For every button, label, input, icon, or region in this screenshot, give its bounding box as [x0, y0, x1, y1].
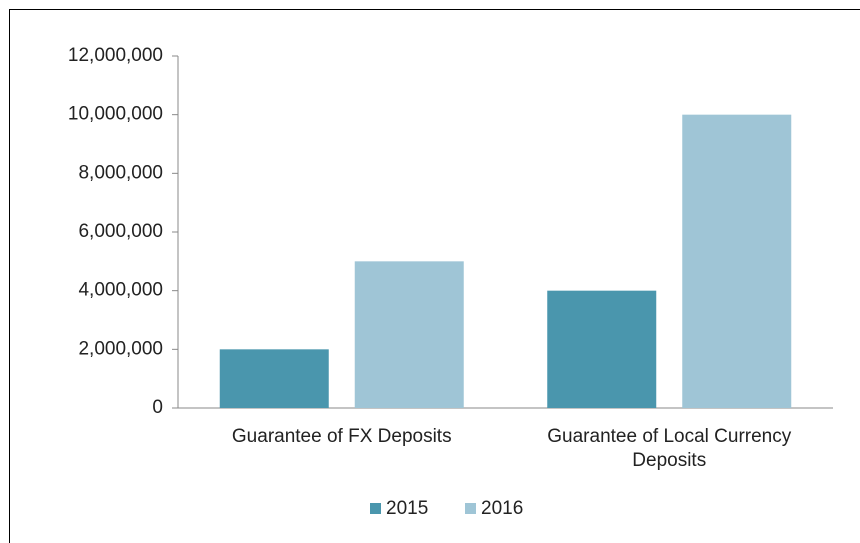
legend-swatch: [370, 503, 381, 514]
x-tick-label-box: Guarantee of FX Deposits: [231, 426, 452, 447]
bar: [354, 261, 464, 408]
bar: [219, 349, 329, 408]
y-tick-label: 2,000,000: [78, 338, 163, 359]
y-tick-label: 6,000,000: [78, 221, 163, 242]
x-tick-label: Guarantee of FX Deposits: [231, 426, 452, 447]
bar: [547, 290, 657, 408]
legend-label: 2016: [481, 498, 523, 519]
y-tick-label: 4,000,000: [78, 280, 163, 301]
bar: [682, 114, 792, 409]
chart-border: [9, 9, 860, 543]
y-tick-label: 8,000,000: [78, 162, 163, 183]
y-tick-label: 10,000,000: [68, 104, 163, 125]
y-tick-label: 0: [152, 397, 163, 418]
x-tick-label-box: Guarantee of Local Currency Deposits: [547, 426, 792, 471]
legend-swatch: [465, 503, 476, 514]
y-tick-label: 12,000,000: [68, 45, 163, 66]
legend-label: 2015: [386, 498, 428, 519]
x-tick-label: Guarantee of Local Currency Deposits: [547, 426, 792, 471]
